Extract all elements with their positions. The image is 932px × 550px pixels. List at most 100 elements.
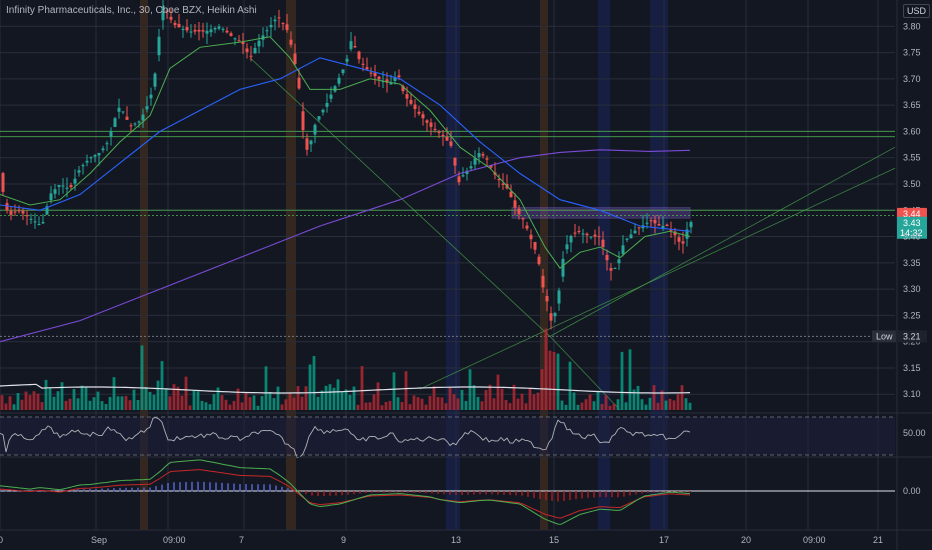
candle-body xyxy=(289,39,293,45)
price-tick-label: 3.15 xyxy=(903,363,921,373)
candle-body xyxy=(93,155,97,157)
candle-body xyxy=(213,28,217,30)
candle-body xyxy=(257,40,261,47)
volume-bar xyxy=(292,397,296,410)
candle-body xyxy=(217,26,221,29)
candle-body xyxy=(537,256,541,265)
candle-body xyxy=(305,138,309,150)
candle-body xyxy=(273,19,277,22)
volume-bar xyxy=(232,400,236,410)
macd-histogram-bar xyxy=(167,482,169,492)
volume-bar xyxy=(364,402,368,410)
macd-histogram-bar xyxy=(575,491,577,500)
candle-body xyxy=(353,46,357,48)
currency-label[interactable]: USD xyxy=(903,4,931,18)
volume-bar xyxy=(492,398,496,410)
candle-body xyxy=(29,218,33,220)
moving-average-mid xyxy=(0,57,691,232)
macd-histogram-bar xyxy=(0,489,1,492)
candle-body xyxy=(333,86,337,92)
volume-bar xyxy=(640,399,644,410)
candle-body xyxy=(649,220,653,222)
volume-bar xyxy=(204,402,208,410)
volume-bar xyxy=(616,399,620,410)
candle-body xyxy=(625,238,629,240)
candle-body xyxy=(445,137,449,141)
volume-bar xyxy=(500,388,504,410)
macd-histogram-bar xyxy=(503,491,505,495)
candle-body xyxy=(249,55,253,57)
macd-histogram-bar xyxy=(593,491,595,498)
macd-tick-label: 0.00 xyxy=(903,486,921,496)
volume-bar xyxy=(0,395,4,410)
candle-body xyxy=(177,23,181,28)
candle-body xyxy=(621,245,625,254)
volume-bar xyxy=(152,394,156,410)
candle-body xyxy=(173,22,177,25)
volume-bar xyxy=(504,399,508,410)
volume-bar xyxy=(400,402,404,410)
volume-bar xyxy=(620,351,624,410)
candle-body xyxy=(585,233,589,236)
candle-body xyxy=(501,183,505,185)
volume-bar xyxy=(28,395,32,410)
volume-bar xyxy=(340,391,344,410)
volume-bar xyxy=(676,394,680,410)
volume-bar xyxy=(44,379,48,410)
volume-bar xyxy=(624,402,628,410)
volume-bar xyxy=(496,374,500,410)
candle-body xyxy=(233,38,237,40)
volume-bar xyxy=(320,390,324,410)
macd-histogram-bar xyxy=(605,491,607,498)
macd-histogram-bar xyxy=(215,482,217,492)
candle-body xyxy=(517,208,521,215)
candle-body xyxy=(453,157,457,166)
macd-histogram-bar xyxy=(5,489,7,492)
trendline xyxy=(249,57,551,337)
volume-bar xyxy=(636,385,640,410)
volume-bar xyxy=(140,345,144,410)
candle-body xyxy=(241,41,245,45)
candle-body xyxy=(149,94,153,99)
volume-bar xyxy=(236,388,240,410)
macd-histogram-bar xyxy=(389,491,391,493)
candle-body xyxy=(285,24,289,30)
macd-histogram-bar xyxy=(59,490,61,492)
candle-body xyxy=(461,175,465,177)
candle-body xyxy=(541,275,545,288)
candle-body xyxy=(101,148,105,151)
candle-body xyxy=(645,222,649,224)
volume-bar xyxy=(484,390,488,410)
macd-histogram-bar xyxy=(545,491,547,501)
macd-histogram-bar xyxy=(611,491,613,498)
volume-average-line xyxy=(0,383,691,394)
volume-bar xyxy=(300,396,304,410)
macd-histogram-bar xyxy=(425,491,427,494)
candle-body xyxy=(345,58,349,62)
volume-bar xyxy=(100,401,104,410)
volume-bar xyxy=(228,404,232,410)
volume-bar xyxy=(628,349,632,410)
volume-bar xyxy=(480,401,484,410)
volume-bar xyxy=(72,388,76,410)
candle-body xyxy=(141,114,145,121)
volume-bar xyxy=(344,389,348,410)
chart-title: Infinity Pharmaceuticals, Inc., 30, Cboe… xyxy=(6,5,257,16)
candle-body xyxy=(413,104,417,110)
macd-histogram-bar xyxy=(161,484,163,492)
volume-bar xyxy=(208,404,212,410)
candle-body xyxy=(201,30,205,32)
candle-body xyxy=(557,290,561,304)
trendline xyxy=(549,146,896,337)
volume-bar xyxy=(584,399,588,410)
macd-histogram-bar xyxy=(353,491,355,495)
candle-body xyxy=(17,210,21,212)
resistance-zone xyxy=(511,207,691,219)
low-label: Low xyxy=(876,331,893,341)
volume-bar xyxy=(472,385,476,410)
macd-histogram-bar xyxy=(89,489,91,492)
candle-body xyxy=(589,236,593,238)
candle-body xyxy=(661,226,665,229)
macd-histogram-bar xyxy=(617,491,619,498)
